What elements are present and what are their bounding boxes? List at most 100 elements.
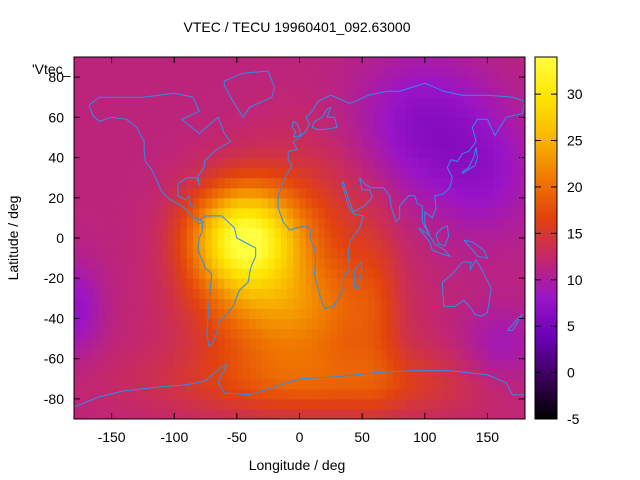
- heatmap-cell: [117, 248, 125, 259]
- heatmap-cell: [111, 107, 119, 118]
- heatmap-cell: [487, 87, 495, 98]
- heatmap-cell: [230, 187, 238, 199]
- heatmap-cell: [487, 177, 495, 189]
- heatmap-cell: [293, 368, 301, 380]
- heatmap-cell: [387, 67, 395, 78]
- heatmap-cell: [368, 127, 376, 139]
- heatmap-cell: [337, 308, 344, 320]
- heatmap-cell: [224, 248, 232, 259]
- heatmap-cell: [506, 368, 514, 380]
- heatmap-cell: [286, 227, 294, 239]
- heatmap-cell: [393, 227, 401, 239]
- heatmap-cell: [512, 167, 520, 179]
- heatmap-cell: [117, 57, 125, 68]
- heatmap-cell: [161, 177, 169, 189]
- heatmap-cell: [105, 348, 113, 360]
- heatmap-cell: [105, 278, 113, 289]
- heatmap-cell: [243, 177, 250, 189]
- heatmap-cell: [437, 298, 445, 309]
- heatmap-cell: [86, 378, 94, 390]
- heatmap-cell: [180, 147, 188, 159]
- heatmap-cell: [193, 137, 200, 149]
- heatmap-cell: [431, 227, 438, 239]
- heatmap-cell: [518, 207, 525, 219]
- heatmap-cell: [155, 217, 163, 229]
- heatmap-cell: [255, 207, 263, 219]
- heatmap-cell: [286, 57, 294, 68]
- heatmap-cell: [318, 398, 326, 410]
- heatmap-cell: [261, 107, 269, 118]
- heatmap-cell: [130, 318, 138, 330]
- heatmap-cell: [343, 338, 351, 350]
- heatmap-cell: [111, 268, 119, 279]
- heatmap-cell: [481, 77, 489, 88]
- heatmap-cell: [180, 308, 188, 320]
- heatmap-cell: [312, 338, 319, 350]
- heatmap-cell: [167, 378, 175, 390]
- heatmap-cell: [286, 298, 294, 309]
- heatmap-cell: [368, 97, 376, 108]
- heatmap-cell: [518, 298, 525, 309]
- heatmap-cell: [506, 308, 514, 320]
- heatmap-cell: [405, 398, 413, 410]
- heatmap-cell: [199, 338, 207, 350]
- heatmap-cell: [355, 107, 363, 118]
- heatmap-cell: [393, 308, 401, 320]
- heatmap-cell: [437, 197, 445, 209]
- heatmap-cell: [224, 358, 232, 370]
- heatmap-cell: [312, 87, 319, 98]
- heatmap-cell: [362, 77, 369, 88]
- heatmap-cell: [380, 298, 388, 309]
- heatmap-cell: [280, 408, 288, 419]
- heatmap-cell: [481, 127, 489, 139]
- heatmap-cell: [117, 368, 125, 380]
- heatmap-cell: [487, 398, 495, 410]
- heatmap-cell: [412, 368, 420, 380]
- heatmap-cell: [518, 278, 525, 289]
- heatmap-cell: [268, 338, 276, 350]
- heatmap-cell: [468, 167, 476, 179]
- heatmap-cell: [261, 408, 269, 419]
- heatmap-cell: [305, 408, 313, 419]
- heatmap-cell: [243, 358, 250, 370]
- heatmap-cell: [443, 57, 451, 68]
- heatmap-cell: [456, 278, 463, 289]
- heatmap-cell: [149, 227, 157, 239]
- heatmap-cell: [512, 147, 520, 159]
- heatmap-cell: [468, 238, 476, 249]
- heatmap-cell: [512, 177, 520, 189]
- heatmap-cell: [312, 97, 319, 108]
- heatmap-cell: [167, 207, 175, 219]
- heatmap-cell: [186, 258, 194, 269]
- heatmap-cell: [512, 107, 520, 118]
- heatmap-cell: [193, 127, 200, 139]
- heatmap-cell: [161, 117, 169, 128]
- heatmap-cell: [487, 248, 495, 259]
- heatmap-cell: [431, 318, 438, 330]
- heatmap-cell: [418, 87, 426, 98]
- heatmap-cell: [199, 368, 207, 380]
- heatmap-cell: [249, 308, 257, 320]
- heatmap-cell: [468, 157, 476, 169]
- heatmap-cell: [243, 338, 250, 350]
- heatmap-cell: [424, 117, 432, 128]
- heatmap-cell: [437, 117, 445, 128]
- heatmap-cell: [437, 57, 445, 68]
- heatmap-cell: [443, 97, 451, 108]
- heatmap-cell: [374, 127, 382, 139]
- heatmap-cell: [506, 77, 514, 88]
- heatmap-cell: [431, 117, 438, 128]
- heatmap-cell: [261, 207, 269, 219]
- heatmap-cell: [343, 398, 351, 410]
- heatmap-cell: [487, 278, 495, 289]
- heatmap-cell: [236, 97, 244, 108]
- heatmap-cell: [437, 318, 445, 330]
- heatmap-cell: [380, 248, 388, 259]
- heatmap-cell: [211, 298, 219, 309]
- heatmap-cell: [255, 238, 263, 249]
- heatmap-cell: [236, 358, 244, 370]
- heatmap-cell: [318, 268, 326, 279]
- heatmap-cell: [211, 278, 219, 289]
- heatmap-cell: [268, 328, 276, 340]
- heatmap-cell: [293, 87, 301, 98]
